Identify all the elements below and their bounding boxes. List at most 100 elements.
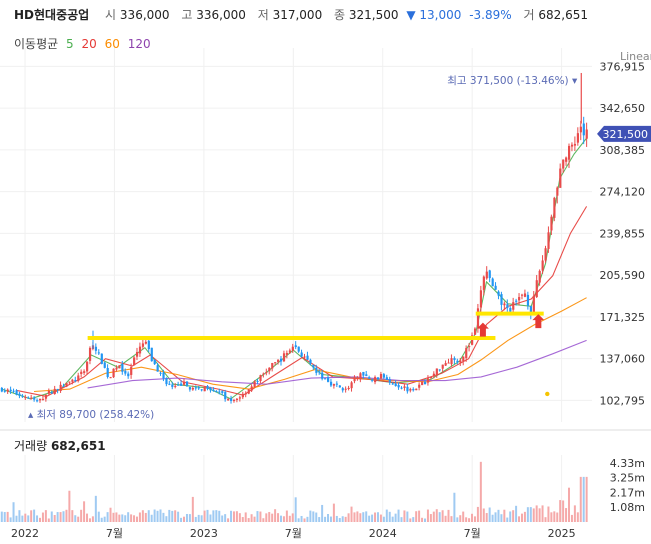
candle-body [447,362,450,364]
volume-bar [585,476,588,522]
candle-body [362,371,365,376]
candle-body [165,378,168,385]
volume-bar [36,515,39,522]
volume-bar [444,515,447,522]
candle-body [277,359,280,362]
candle-body [203,386,206,392]
volume-bar [244,512,247,522]
volume-panel-label: 거래량 [14,439,48,453]
ma-legend[interactable]: 이동평균 5 20 60 120 [14,35,155,52]
volume-bar [282,516,285,522]
volume-bar [253,516,256,522]
volume-bar [247,518,250,522]
max-annotation: 최고 371,500 (-13.46%) ▾ [447,75,578,87]
price-axis: 376,915 342,650 308,385 274,120 239,855 205,5… [600,60,646,407]
candle-body [135,352,139,357]
candle-body [544,248,547,261]
candle-body [127,373,130,377]
volume-bar [41,512,44,522]
stock-name: HD현대중공업 [14,8,90,22]
ma-line-20 [15,206,588,397]
candle-body [441,364,444,369]
candle-body [121,363,124,372]
change-pct: -3.89% [469,8,512,22]
volume-bar [294,497,297,522]
candle-body [432,373,436,377]
volume-bar [38,517,41,522]
y-tick-label: 171,325 [600,311,646,324]
volume-bar [312,511,315,522]
y-tick-label: 239,855 [600,227,646,240]
volume-bar [238,513,241,522]
volume-bar [235,511,238,522]
volume-bar [100,517,103,522]
volume-bar [288,515,291,522]
candle-body [450,358,453,365]
volume-bar [77,516,80,522]
volume-bar [532,508,535,522]
volume-bar [141,510,144,522]
candle-body [485,271,488,279]
candle-body [529,306,532,315]
candle-body [573,143,577,146]
volume-bar [327,514,330,522]
scale-mode-toggle[interactable]: Linear [620,50,651,63]
volume-bar [324,516,327,522]
volume-bar [315,512,318,522]
volume-bar [183,516,186,522]
volume-bar [165,516,168,522]
close-value: 321,500 [348,8,399,22]
volume-bar [86,513,89,522]
volume-panel-value: 682,651 [50,439,106,453]
volume-bar [350,506,353,522]
candle-body [65,382,68,387]
candle-body [262,373,265,375]
volume-bar [541,505,544,522]
volume-bar [194,516,197,522]
chart-overlays [87,311,550,397]
volume-bar [438,512,441,522]
volume-bar [250,514,253,522]
candle-body [103,362,106,368]
volume-bar [365,511,368,522]
candle-body [180,383,183,386]
volume-bar [500,514,503,522]
volume-bar [135,516,138,522]
y-tick-label: 308,385 [600,144,646,157]
volume-bar [53,515,56,522]
volume-panel-title: 거래량 682,651 [14,437,106,454]
volume-bar [382,516,385,522]
volume-bar [218,510,221,522]
candle-body [209,387,212,391]
candlestick-series [0,72,588,404]
candle-body [547,232,550,249]
candle-body [86,361,89,372]
volume-bar [180,517,183,522]
volume-bar [582,476,585,522]
candle-body [83,371,86,373]
candle-body [215,391,218,393]
volume-bar [482,508,485,522]
volume-bar [188,514,191,522]
x-tick-label: 7월 [106,527,123,540]
volume-bar [71,510,74,522]
candle-body [379,373,383,379]
ma-legend-60: 60 [104,37,120,51]
volume-bar [103,516,106,522]
volume-bar [374,512,377,522]
candle-body [18,393,21,396]
time-axis: 2022 7월 2023 7월 2024 7월 2025 [11,527,576,540]
x-tick-label: 2025 [548,527,576,540]
candle-body [570,144,574,147]
candle-body [503,303,506,306]
candle-body [297,346,300,352]
candle-body [518,297,521,301]
volume-bar [6,511,9,522]
volume-bar [221,515,224,522]
volume-bar [171,510,174,522]
volume-bar [447,509,450,522]
volume-bar [459,515,462,522]
candle-body [565,157,568,162]
